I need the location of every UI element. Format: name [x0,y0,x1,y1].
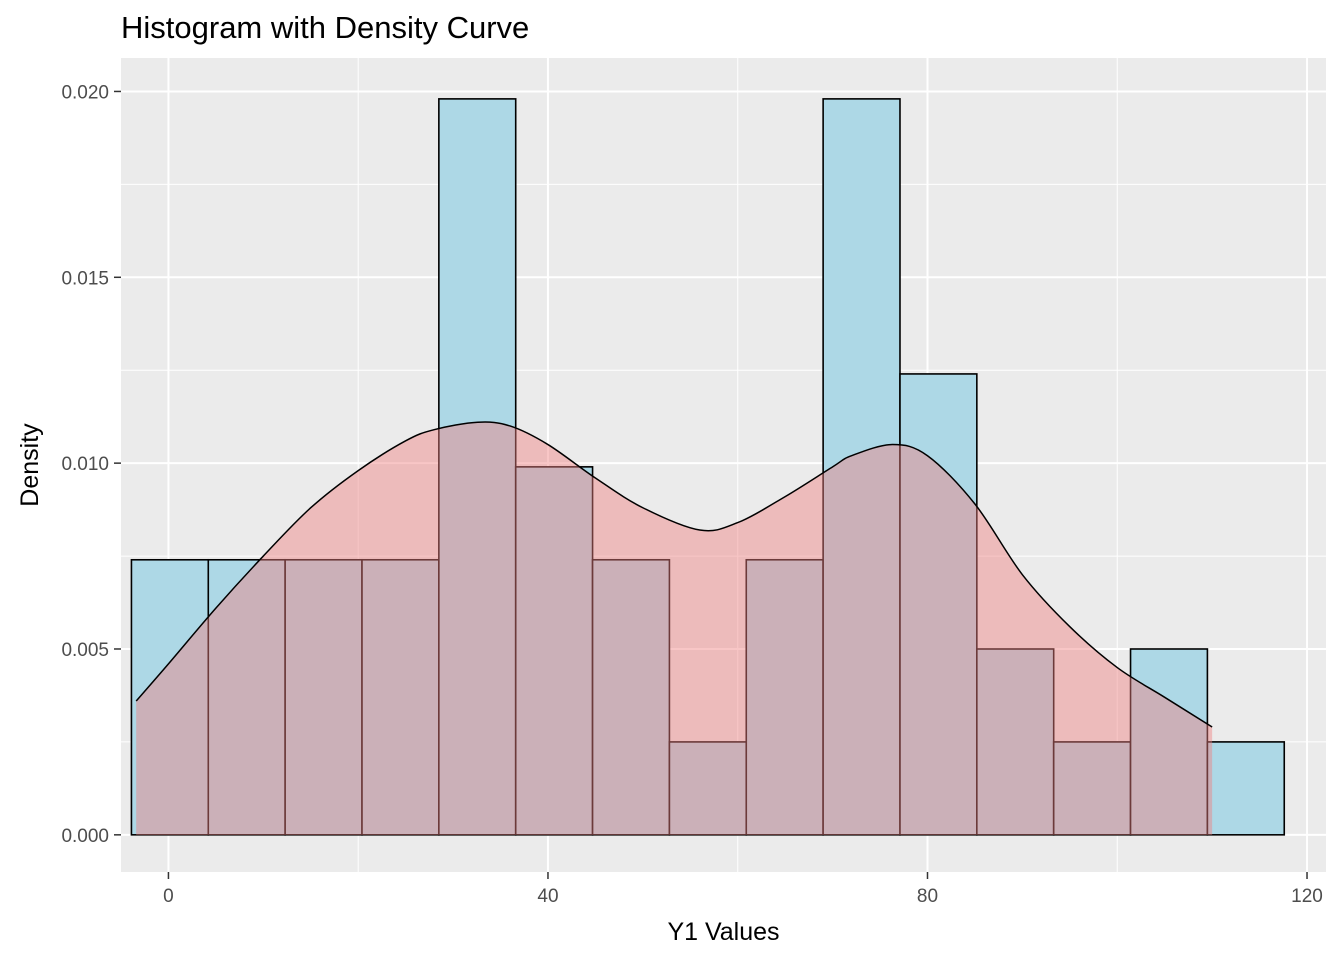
histogram-bar [976,648,1055,836]
histogram-bar [1129,648,1209,836]
y-tick-label: 0.020 [61,82,109,103]
y-tick-label: 0.000 [61,826,109,847]
histogram-bar [438,98,517,836]
y-axis-title: Density [16,423,44,507]
histogram-bar [899,373,978,836]
y-tick-label: 0.005 [61,640,109,661]
histogram-bar [361,558,440,836]
histogram-bar [1206,741,1286,836]
histogram-bars [130,98,1286,836]
density-area [136,422,1213,835]
y-tick-label: 0.015 [61,268,109,289]
histogram-bar [514,466,594,836]
x-tick-labels: 0 40 80 120 [163,886,1323,907]
histogram-bar [1052,741,1132,836]
histogram-bar [130,558,210,836]
histogram-bar [591,558,671,836]
histogram-bar [822,98,901,836]
axis-ticks [114,90,1308,879]
x-tick-label: 120 [1291,886,1323,907]
y-tick-labels: 0.000 0.005 0.010 0.015 0.020 [61,82,109,846]
y-tick-label: 0.010 [61,454,109,475]
histogram-bar [284,558,363,836]
x-tick-label: 0 [163,886,174,907]
x-axis-title: Y1 Values [667,918,779,946]
histogram-bar [207,558,286,836]
histogram-bar [668,741,748,836]
x-tick-label: 80 [917,886,938,907]
chart-title: Histogram with Density Curve [121,10,530,45]
x-tick-label: 40 [537,886,558,907]
density-line [135,421,1213,728]
